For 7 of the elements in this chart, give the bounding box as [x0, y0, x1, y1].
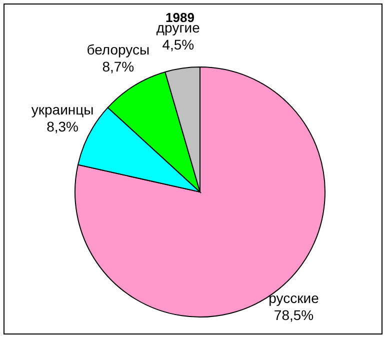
data-label: 78,5% [274, 307, 314, 324]
data-label: 8,7% [102, 58, 134, 74]
slice-label: украинцы [31, 101, 94, 118]
slice-label: русские [268, 290, 320, 306]
data-label: 4,5% [162, 36, 194, 53]
slice-label: белорусы [86, 41, 150, 58]
data-label: 8,3% [46, 118, 79, 134]
